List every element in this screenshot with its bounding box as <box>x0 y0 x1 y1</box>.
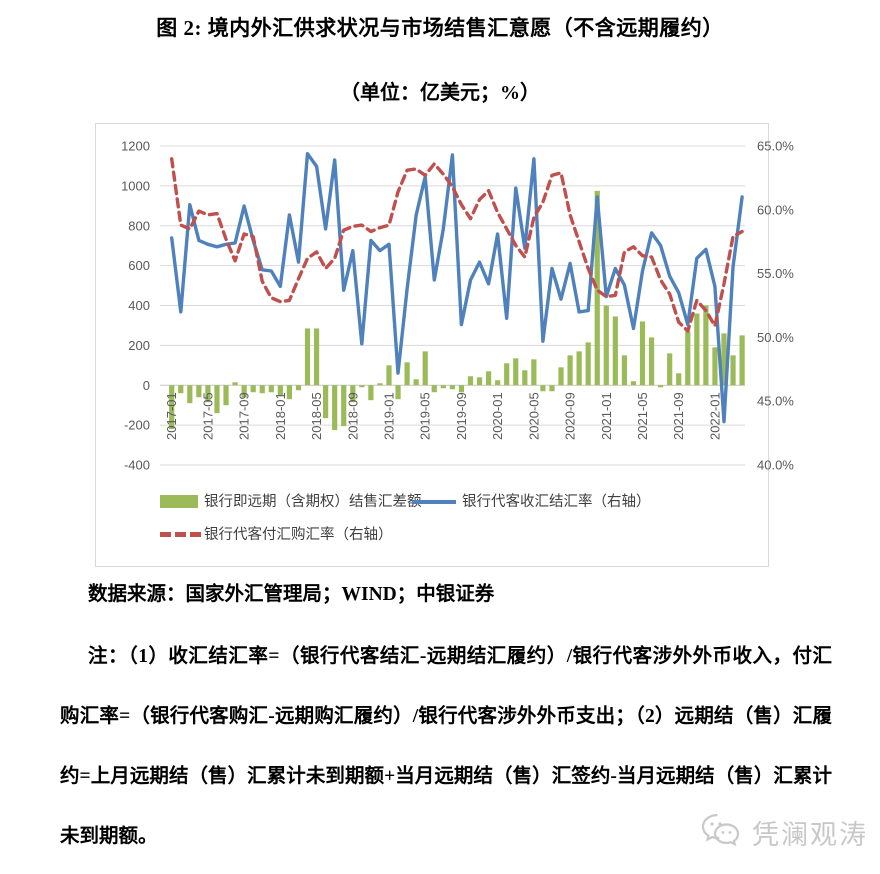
red-dash-segment <box>190 532 201 537</box>
data-source-note: 数据来源：国家外汇管理局；WIND；中银证券 <box>88 584 495 605</box>
chart-title: 图 2: 境内外汇供求状况与市场结售汇意愿（不含远期履约） <box>156 16 724 40</box>
footnotes-paragraph: 注：（1）收汇结汇率=（银行代客结汇-远期结汇履约）/银行代客涉外外币收入，付汇… <box>60 646 832 847</box>
legend-bar-swatch <box>160 495 198 508</box>
watermark: 凭澜观涛 <box>700 812 868 853</box>
legend-blue-line-label: 银行代客收汇结汇率（右轴） <box>462 494 651 510</box>
legend-blue-line-swatch <box>412 500 456 504</box>
chart-subtitle: （单位：亿美元；%） <box>340 82 540 104</box>
red-dash-segment <box>160 532 171 537</box>
legend-red-dashed-label: 银行代客付汇购汇率（右轴） <box>204 527 393 543</box>
legend-red-dashed-swatch <box>160 532 206 537</box>
legend-bar-label: 银行即远期（含期权）结售汇差额 <box>204 494 422 510</box>
watermark-text: 凭澜观涛 <box>752 820 868 850</box>
red-dash-segment <box>175 532 186 537</box>
wechat-icon <box>700 812 744 853</box>
